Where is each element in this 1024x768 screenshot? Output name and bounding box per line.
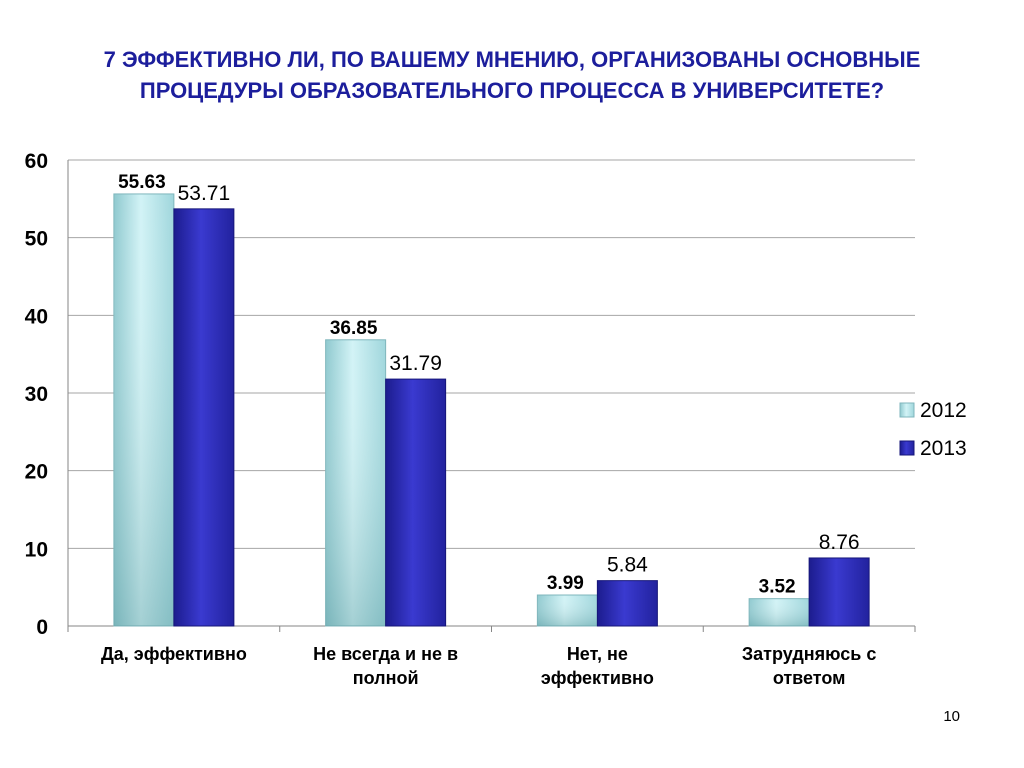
bar-2013-1 <box>173 208 235 627</box>
y-tick-label: 30 <box>25 383 48 406</box>
legend-swatch-2013 <box>899 440 915 456</box>
x-tick-label: Да, эффективно <box>101 644 247 664</box>
data-label-2012: 36.85 <box>330 318 378 339</box>
slide-title-line-1: 7 ЭФФЕКТИВНО ЛИ, ПО ВАШЕМУ МНЕНИЮ, ОРГАН… <box>103 47 921 72</box>
x-tick-label: полной <box>353 668 419 688</box>
y-tick-label: 60 <box>25 150 48 173</box>
data-label-2013: 31.79 <box>389 352 442 375</box>
y-tick-label: 40 <box>25 305 48 328</box>
data-label-2013: 53.71 <box>178 182 231 205</box>
slide-title: 7 ЭФФЕКТИВНО ЛИ, ПО ВАШЕМУ МНЕНИЮ, ОРГАН… <box>0 44 1024 106</box>
x-tick-label: Нет, не <box>567 644 628 664</box>
slide-title-line-2: ПРОЦЕДУРЫ ОБРАЗОВАТЕЛЬНОГО ПРОЦЕССА В УН… <box>139 78 885 103</box>
legend-swatch-2012 <box>899 402 915 418</box>
y-tick-label: 20 <box>25 461 48 484</box>
y-tick-label: 0 <box>36 616 48 639</box>
page-number: 10 <box>943 708 960 725</box>
bar-shade <box>325 339 386 626</box>
legend-label-2013: 2013 <box>920 437 967 460</box>
x-tick-label: Затрудняюсь с <box>742 644 876 664</box>
x-tick-label: эффективно <box>541 668 654 688</box>
bar-shade <box>749 598 810 626</box>
bar-2013-2 <box>385 378 447 627</box>
y-tick-label: 50 <box>25 228 48 251</box>
data-label-2012: 3.52 <box>759 577 796 598</box>
data-label-2013: 5.84 <box>607 554 648 577</box>
data-label-2013: 8.76 <box>819 531 860 554</box>
y-tick-label: 10 <box>25 538 48 561</box>
bar-shade <box>113 193 174 626</box>
legend-label-2012: 2012 <box>920 399 967 422</box>
x-tick-label: ответом <box>773 668 846 688</box>
bar-2013-4 <box>808 557 870 627</box>
data-label-2012: 3.99 <box>547 573 584 594</box>
data-label-2012: 55.63 <box>118 172 166 193</box>
bar-2013-3 <box>596 580 658 627</box>
bar-shade <box>537 595 598 626</box>
x-tick-label: Не всегда и не в <box>313 644 458 664</box>
